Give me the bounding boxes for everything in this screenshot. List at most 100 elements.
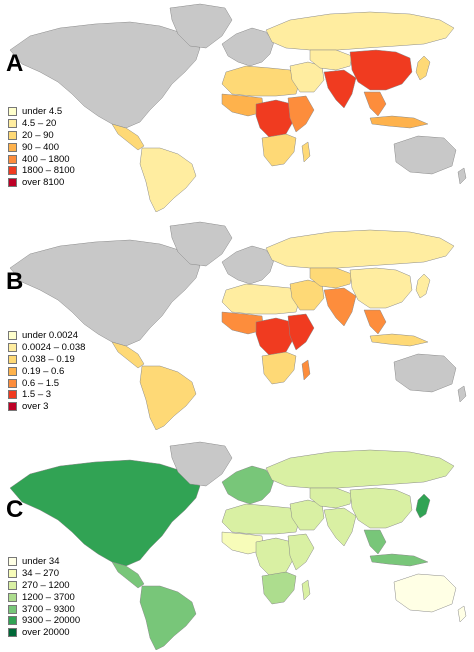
legend-item: 1.5 – 3 (8, 389, 85, 401)
region-europe (221, 245, 275, 285)
legend-swatch (8, 628, 17, 638)
legend-item: 0.038 – 0.19 (8, 354, 85, 366)
legend-item: under 0.0024 (8, 330, 85, 342)
legend-label: over 8100 (22, 177, 65, 189)
region-middle-east (289, 61, 325, 93)
region-southern-africa (261, 133, 297, 167)
legend-label: 400 – 1800 (22, 153, 70, 165)
legend-item: 0.0024 – 0.038 (8, 342, 85, 354)
region-north-africa (221, 283, 301, 315)
region-greenland (169, 441, 233, 487)
region-southeast-asia (363, 91, 387, 117)
region-south-asia (323, 69, 357, 109)
region-south-america (139, 365, 197, 430)
region-japan (415, 55, 431, 81)
legend-swatch (8, 378, 17, 388)
legend-item: under 4.5 (8, 106, 75, 118)
panel-letter-c: C (6, 496, 24, 523)
region-central-africa (255, 99, 295, 139)
legend-label: 0.0024 – 0.038 (22, 342, 86, 354)
legend-label: 0.6 – 1.5 (22, 377, 59, 389)
region-central-africa (255, 537, 295, 577)
region-north-africa (221, 65, 301, 97)
legend-item: 3700 – 9300 (8, 603, 80, 615)
region-indonesia (369, 333, 429, 347)
legend-swatch (8, 354, 17, 364)
region-russia (265, 449, 455, 489)
legend-label: under 0.0024 (22, 330, 78, 342)
region-southern-africa (261, 571, 297, 605)
region-east-asia (349, 267, 413, 309)
legend-swatch (8, 580, 17, 590)
region-southeast-asia (363, 529, 387, 555)
legend-swatch (8, 366, 17, 376)
legend-item: over 8100 (8, 177, 75, 189)
legend-label: 1.5 – 3 (22, 389, 52, 401)
legend-swatch (8, 557, 17, 567)
legend-label: 1200 – 3700 (22, 591, 75, 603)
region-greenland (169, 3, 233, 49)
legend-item: 0.6 – 1.5 (8, 377, 85, 389)
region-east-africa (287, 95, 315, 133)
legend-swatch (8, 142, 17, 152)
legend-label: 3700 – 9300 (22, 603, 75, 615)
legend-label: under 4.5 (22, 106, 63, 118)
region-middle-east (289, 499, 325, 531)
region-europe (221, 465, 275, 505)
region-new-zealand (457, 605, 467, 623)
region-russia (265, 11, 455, 51)
legend-swatch (8, 178, 17, 188)
legend-swatch (8, 616, 17, 626)
region-south-asia (323, 507, 357, 547)
region-australia (393, 353, 457, 393)
panel-letter-b: B (6, 268, 24, 295)
region-new-zealand (457, 167, 467, 185)
legend-item: over 20000 (8, 627, 80, 639)
legend-item: 90 – 400 (8, 141, 75, 153)
region-central-america (111, 123, 145, 151)
legend-label: 0.038 – 0.19 (22, 353, 75, 365)
panel-letter-a: A (6, 50, 24, 77)
legend-swatch (8, 604, 17, 614)
legend-label: 20 – 90 (22, 129, 54, 141)
region-east-asia (349, 49, 413, 91)
region-central-america (111, 561, 145, 589)
region-north-america (9, 239, 201, 347)
legend-item: 34 – 270 (8, 568, 80, 580)
legend-swatch (8, 402, 17, 412)
legend-label: 4.5 – 20 (22, 118, 57, 130)
legend-a: under 4.5 4.5 – 20 20 – 90 90 – 400 400 – 18… (8, 106, 75, 189)
map-panel-c: C under 34 34 – 270 270 – 1200 1200 – 3700 3… (0, 438, 474, 650)
legend-b: under 0.0024 0.0024 – 0.038 0.038 – 0.19 0.… (8, 330, 85, 413)
region-central-america (111, 341, 145, 369)
legend-label: 90 – 400 (22, 141, 59, 153)
region-southern-africa (261, 351, 297, 385)
legend-label: 270 – 1200 (22, 579, 70, 591)
region-australia (393, 135, 457, 175)
legend-swatch (8, 390, 17, 400)
region-japan (415, 273, 431, 299)
region-east-africa (287, 533, 315, 571)
region-australia (393, 573, 457, 613)
legend-label: over 3 (22, 401, 49, 413)
legend-item: under 34 (8, 556, 80, 568)
region-madagascar (301, 579, 311, 601)
region-russia (265, 229, 455, 269)
region-indonesia (369, 115, 429, 129)
legend-swatch (8, 107, 17, 117)
region-north-africa (221, 503, 301, 535)
region-southeast-asia (363, 309, 387, 335)
legend-swatch (8, 569, 17, 579)
legend-item: 1800 – 8100 (8, 165, 75, 177)
region-central-asia (309, 49, 353, 71)
legend-swatch (8, 331, 17, 341)
legend-swatch (8, 119, 17, 129)
legend-item: over 3 (8, 401, 85, 413)
legend-item: 400 – 1800 (8, 153, 75, 165)
legend-item: 4.5 – 20 (8, 118, 75, 130)
world-map-a (9, 3, 467, 212)
region-south-america (139, 147, 197, 212)
map-panel-b: B under 0.0024 0.0024 – 0.038 0.038 – 0.19… (0, 218, 474, 430)
region-europe (221, 27, 275, 67)
legend-label: 9300 – 20000 (22, 615, 81, 627)
